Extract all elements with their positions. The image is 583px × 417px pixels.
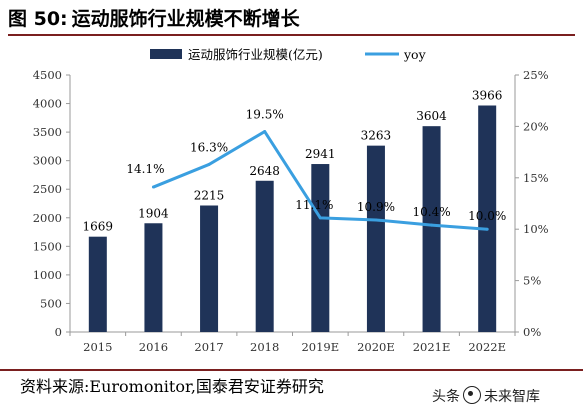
bar	[200, 205, 219, 332]
bar-value-label: 2215	[194, 188, 225, 202]
yoy-point	[263, 130, 267, 134]
x-tick-label: 2018	[250, 340, 279, 354]
yoy-value-label: 10.9%	[357, 200, 395, 214]
bar	[144, 223, 163, 332]
legend-bar-swatch	[150, 49, 182, 59]
y-right-tick-label: 0%	[523, 325, 541, 339]
yoy-value-label: 11.1%	[295, 198, 333, 212]
x-tick-label: 2019E	[301, 340, 339, 354]
bar	[255, 180, 274, 332]
y-left-tick-label: 2000	[33, 211, 62, 225]
x-tick-label: 2022E	[468, 340, 506, 354]
watermark-text-right: 未来智库	[484, 389, 540, 405]
figure-number: 图 50:	[8, 8, 68, 30]
bar-value-label: 3263	[361, 129, 392, 143]
y-left-tick-label: 500	[40, 296, 62, 310]
bar	[366, 145, 385, 332]
yoy-point	[485, 227, 489, 231]
chart-area: 0 500 1000 1500 2000 2500 3000 3500 4000 4500 0% 5%…	[33, 47, 549, 354]
yoy-value-label: 16.3%	[190, 140, 228, 154]
watermark: 头条 未来智库	[432, 386, 540, 406]
x-tick-label: 2016	[139, 340, 168, 354]
y-left-tick-label: 2500	[33, 182, 62, 196]
x-tick-label: 2021E	[413, 340, 451, 354]
y-right-tick-label: 20%	[523, 119, 549, 133]
y-left-tick-label: 0	[55, 325, 62, 339]
figure-title: 图 50: 运动服饰行业规模不断增长	[8, 4, 575, 36]
yoy-point	[318, 216, 322, 220]
source-note: 资料来源:Euromonitor,国泰君安证券研究	[20, 377, 324, 396]
y-right-tick-label: 10%	[523, 222, 549, 236]
y-right-tick-label: 15%	[523, 171, 549, 185]
y-left-tick-label: 4500	[33, 68, 62, 82]
bar-value-label: 3604	[416, 109, 447, 123]
x-tick-label: 2017	[194, 340, 223, 354]
y-left-tick-label: 3000	[33, 154, 62, 168]
yoy-point	[151, 185, 155, 189]
yoy-point	[374, 218, 378, 222]
bar-value-label: 1904	[138, 206, 169, 220]
y-left-tick-label: 3500	[33, 125, 62, 139]
watermark-text-left: 头条	[432, 389, 460, 405]
y-left-tick-label: 1000	[33, 268, 62, 282]
x-tick-label: 2020E	[357, 340, 395, 354]
legend-bar-label: 运动服饰行业规模(亿元)	[188, 47, 323, 62]
yoy-value-label: 14.1%	[126, 162, 164, 176]
bar	[88, 236, 107, 332]
bar	[311, 164, 330, 332]
y-left-tick-label: 1500	[33, 239, 62, 253]
bar	[422, 126, 441, 332]
yoy-value-label: 19.5%	[246, 108, 284, 122]
yoy-point	[430, 223, 434, 227]
y-left-tick-label: 4000	[33, 97, 62, 111]
legend-line-label: yoy	[403, 47, 427, 62]
bar-value-label: 3966	[472, 88, 503, 102]
figure-title-text: 运动服饰行业规模不断增长	[71, 8, 300, 30]
yoy-point	[207, 162, 211, 166]
yoy-value-label: 10.4%	[413, 205, 451, 219]
bar-value-label: 2648	[249, 164, 280, 178]
y-right-tick-label: 5%	[523, 274, 541, 288]
toutiao-logo-icon	[463, 386, 481, 404]
bar-value-label: 1669	[83, 220, 114, 234]
y-right-tick-label: 25%	[523, 68, 549, 82]
x-tick-label: 2015	[83, 340, 112, 354]
bar	[478, 105, 497, 332]
bar-value-label: 2941	[305, 147, 336, 161]
source-divider	[0, 369, 583, 371]
yoy-value-label: 10.0%	[468, 209, 506, 223]
